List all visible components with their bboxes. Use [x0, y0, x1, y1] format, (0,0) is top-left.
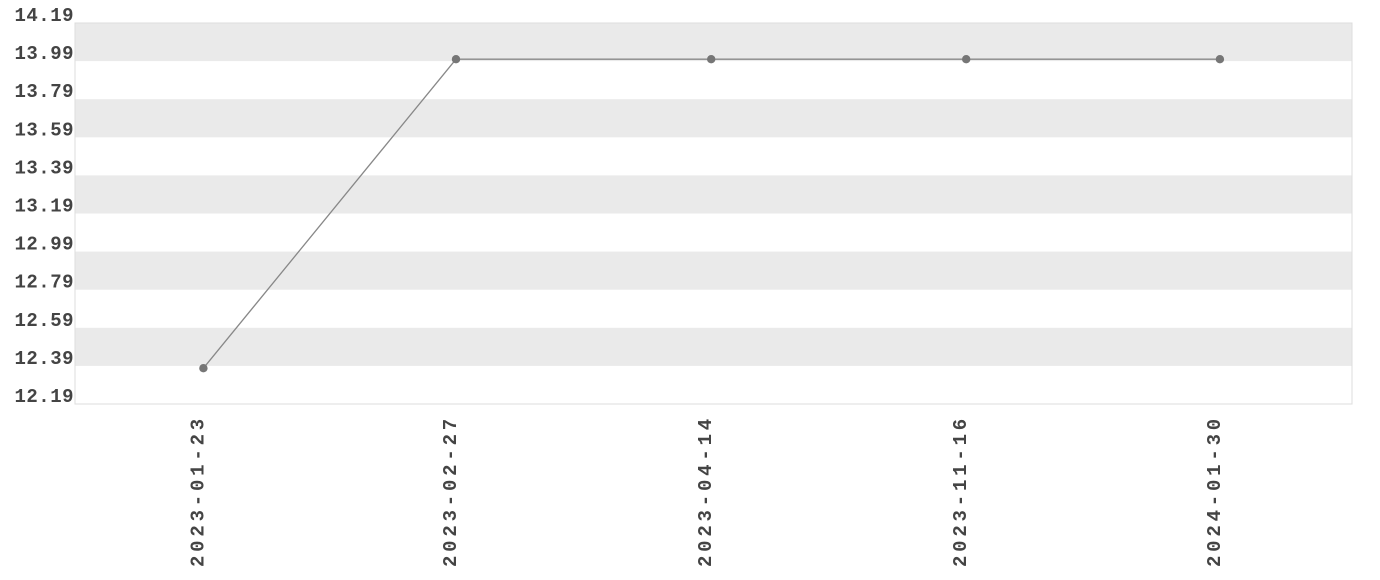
svg-text:13.59: 13.59 [14, 119, 74, 141]
svg-text:2023-02-27: 2023-02-27 [440, 415, 462, 567]
svg-text:13.79: 13.79 [14, 81, 74, 103]
svg-text:12.99: 12.99 [14, 234, 74, 256]
svg-text:2023-01-23: 2023-01-23 [187, 415, 209, 567]
svg-text:2023-11-16: 2023-11-16 [950, 415, 972, 567]
svg-text:13.19: 13.19 [14, 196, 74, 218]
svg-text:12.59: 12.59 [14, 310, 74, 332]
svg-text:12.39: 12.39 [14, 348, 74, 370]
svg-text:12.19: 12.19 [14, 386, 74, 408]
svg-text:2023-04-14: 2023-04-14 [695, 415, 717, 567]
svg-text:13.39: 13.39 [14, 157, 74, 179]
svg-text:2024-01-30: 2024-01-30 [1204, 415, 1226, 567]
svg-text:14.19: 14.19 [14, 5, 74, 27]
svg-text:13.99: 13.99 [14, 43, 74, 65]
svg-text:12.79: 12.79 [14, 272, 74, 294]
